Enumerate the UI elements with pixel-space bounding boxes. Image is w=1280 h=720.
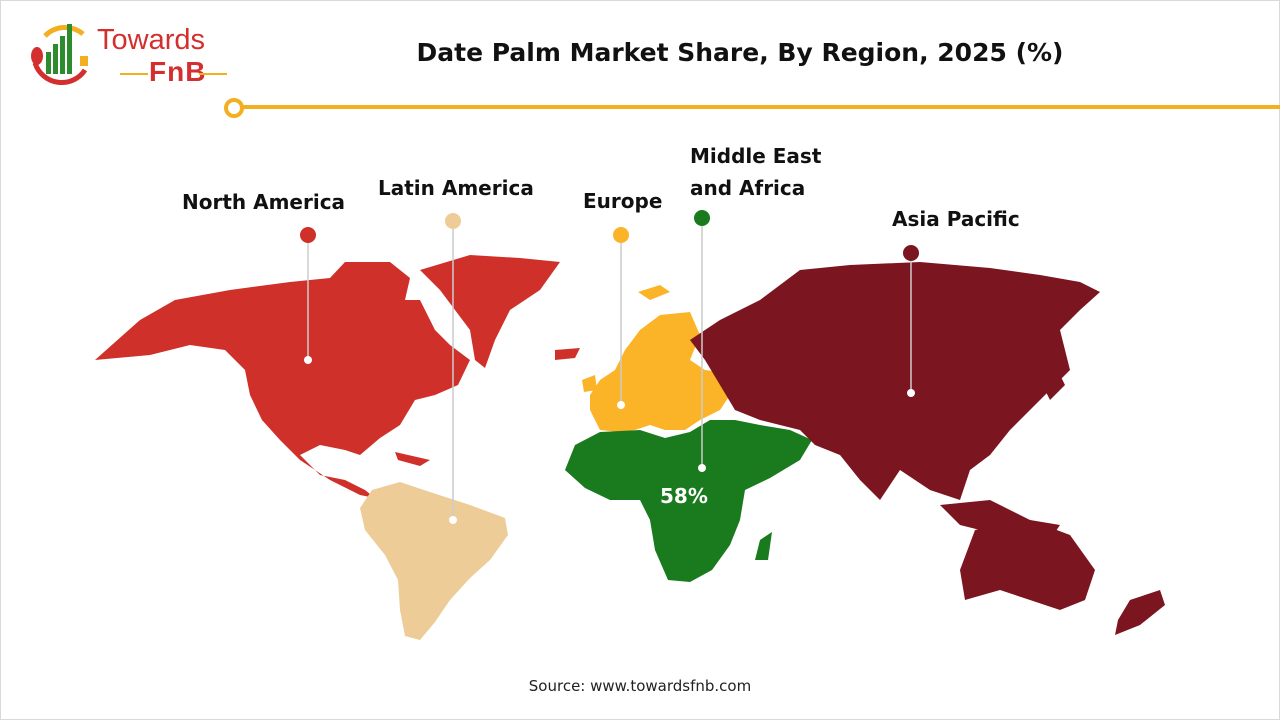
region-asia-pacific xyxy=(690,262,1165,635)
header-rule xyxy=(243,105,1280,109)
pin-middle-east-and-africa xyxy=(694,210,710,472)
logo-text-fnb: FnB xyxy=(149,56,207,87)
label-middle-east-and-africa: Middle East and Africa xyxy=(690,140,821,204)
label-line-2: and Africa xyxy=(690,176,806,200)
source-note: Source: www.towardsfnb.com xyxy=(528,677,752,695)
share-middle-east-and-africa: 58% xyxy=(660,484,708,508)
logo-divider xyxy=(199,73,227,75)
page-title: Date Palm Market Share, By Region, 2025 … xyxy=(416,38,1064,67)
logo-icon xyxy=(31,24,88,85)
label-latin-america: Latin America xyxy=(378,176,534,200)
logo-text-towards: Towards xyxy=(97,24,205,56)
label-europe: Europe xyxy=(583,189,663,213)
header-rule-circle xyxy=(224,98,244,118)
region-north-america xyxy=(95,255,580,498)
pin-europe xyxy=(613,227,629,409)
label-asia-pacific: Asia Pacific xyxy=(892,207,1020,231)
region-middle-east-and-africa xyxy=(565,420,812,582)
pin-latin-america xyxy=(445,213,461,524)
logo-divider xyxy=(120,73,148,75)
label-line-1: Middle East xyxy=(690,144,822,168)
region-latin-america xyxy=(360,482,508,640)
label-north-america: North America xyxy=(182,190,346,214)
pin-asia-pacific xyxy=(903,245,919,397)
pin-north-america xyxy=(300,227,316,364)
towards-fnb-logo: Towards FnB xyxy=(25,18,227,88)
